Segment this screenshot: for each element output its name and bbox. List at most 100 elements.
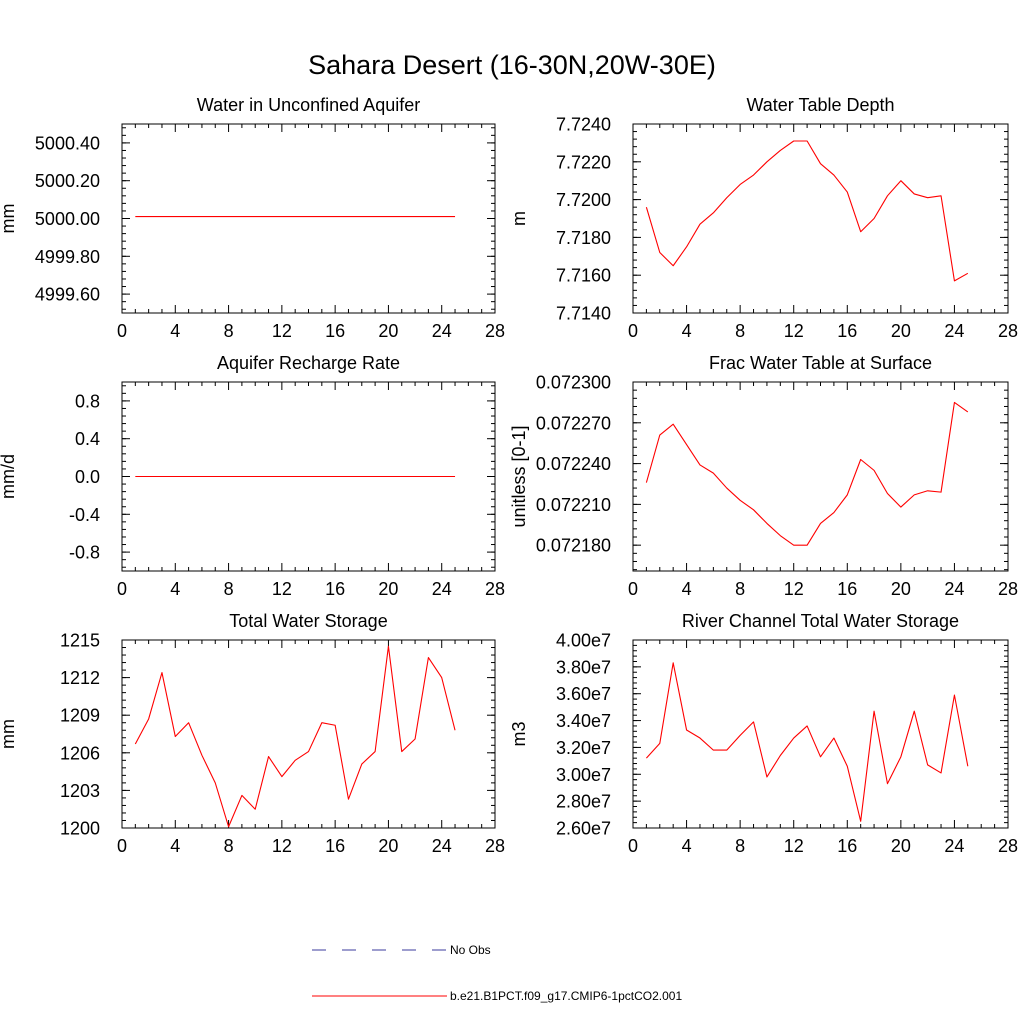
panel-a-xtick-label: 28 — [485, 321, 505, 341]
panel-a-ytick-label: 4999.60 — [35, 285, 100, 305]
panel-e-series-line — [134, 645, 456, 828]
legend-label-model: b.e21.B1PCT.f09_g17.CMIP6-1pctCO2.001 — [450, 989, 682, 1003]
panel-a-xtick-label: 20 — [378, 321, 398, 341]
figure-title: Sahara Desert (16-30N,20W-30E) — [308, 50, 716, 80]
panel-b-title: Water Table Depth — [746, 95, 894, 115]
panel-d-ytick-label: 0.072180 — [536, 536, 611, 556]
panel-d-xtick-label: 16 — [837, 579, 857, 599]
panel-a-ytick-label: 4999.80 — [35, 247, 100, 267]
panel-c-xtick-label: 4 — [170, 579, 180, 599]
panel-f-xtick-label: 12 — [784, 836, 804, 856]
panel-e: Total Water Storage mm 0 4 8 12 16 20 24 28 1200 12… — [0, 611, 505, 856]
panel-c-ytick-label: -0.4 — [69, 505, 100, 525]
panel-f-ytick-label: 2.80e7 — [556, 792, 611, 812]
panel-f-ylabel: m3 — [509, 721, 529, 746]
panel-c: Aquifer Recharge Rate mm/d 0 4 8 12 16 20 24 28 -0… — [0, 353, 505, 599]
panel-b-ylabel: m — [509, 211, 529, 226]
panel-b-xtick-label: 12 — [784, 321, 804, 341]
panel-b-xtick-label: 24 — [944, 321, 964, 341]
panel-b-xtick-label: 16 — [837, 321, 857, 341]
panel-f-ytick-label: 2.60e7 — [556, 819, 611, 839]
panel-f-ytick-label: 3.00e7 — [556, 765, 611, 785]
panel-c-ytick-label: 0.4 — [75, 429, 100, 449]
panel-b-ytick-label: 7.7220 — [556, 152, 611, 172]
panel-f-xtick-label: 20 — [891, 836, 911, 856]
panel-f-ytick-label: 3.60e7 — [556, 684, 611, 704]
panel-c-xtick-label: 16 — [325, 579, 345, 599]
panel-a-ylabel: mm — [0, 204, 18, 234]
panel-b-ytick-label: 7.7240 — [556, 115, 611, 135]
panel-e-ytick-label: 1215 — [60, 631, 100, 651]
panel-c-xtick-label: 28 — [485, 579, 505, 599]
panel-c-xtick-label: 8 — [224, 579, 234, 599]
panel-f-series-line — [645, 662, 969, 822]
panel-c-xtick-label: 12 — [272, 579, 292, 599]
panel-e-xtick-label: 28 — [485, 836, 505, 856]
panel-b-xtick-label: 28 — [998, 321, 1018, 341]
panel-d-series-line — [645, 401, 969, 546]
panel-e-xtick-label: 8 — [224, 836, 234, 856]
panel-e-xtick-label: 12 — [272, 836, 292, 856]
panel-f-frame — [632, 639, 1009, 829]
panel-e-ytick-label: 1206 — [60, 743, 100, 763]
panel-a-xtick-label: 8 — [224, 321, 234, 341]
panel-d-xtick-label: 8 — [735, 579, 745, 599]
panel-e-title: Total Water Storage — [229, 611, 387, 631]
panel-c-title: Aquifer Recharge Rate — [217, 353, 400, 373]
panel-f-title: River Channel Total Water Storage — [682, 611, 959, 631]
panel-b-frame — [632, 123, 1009, 314]
panel-e-xtick-label: 20 — [378, 836, 398, 856]
panel-c-ylabel: mm/d — [0, 454, 18, 499]
panel-e-ytick-label: 1212 — [60, 668, 100, 688]
panel-b: Water Table Depth m 0 4 8 12 16 20 24 28 7.7140 7.7… — [509, 95, 1018, 341]
panel-b-ytick-label: 7.7180 — [556, 228, 611, 248]
panel-e-xtick-label: 4 — [170, 836, 180, 856]
panel-d-xtick-label: 0 — [628, 579, 638, 599]
panel-d-xtick-label: 28 — [998, 579, 1018, 599]
panel-d-frame — [632, 381, 1009, 572]
panel-e-ytick-label: 1203 — [60, 781, 100, 801]
panel-a-ytick-label: 5000.20 — [35, 171, 100, 191]
panel-b-xtick-label: 20 — [891, 321, 911, 341]
panel-f-xtick-label: 16 — [837, 836, 857, 856]
panel-e-ytick-label: 1209 — [60, 706, 100, 726]
panel-a-frame — [121, 123, 496, 314]
panel-c-ytick-label: 0.8 — [75, 391, 100, 411]
panel-e-xtick-label: 24 — [432, 836, 452, 856]
panel-b-ytick-label: 7.7200 — [556, 190, 611, 210]
panel-b-ytick-label: 7.7160 — [556, 266, 611, 286]
panel-f-xtick-label: 0 — [628, 836, 638, 856]
panel-d-ytick-label: 0.072300 — [536, 373, 611, 393]
panel-d-title: Frac Water Table at Surface — [709, 353, 932, 373]
panel-a-ytick-label: 5000.00 — [35, 209, 100, 229]
panel-d-xtick-label: 4 — [682, 579, 692, 599]
panel-c-ytick-label: -0.8 — [69, 543, 100, 563]
panel-f: River Channel Total Water Storage m3 0 4 8 12… — [509, 611, 1018, 856]
panel-f-ytick-label: 3.80e7 — [556, 657, 611, 677]
panel-d-ylabel: unitless [0-1] — [509, 425, 529, 527]
panel-f-xtick-label: 24 — [944, 836, 964, 856]
panel-e-ytick-label: 1200 — [60, 819, 100, 839]
panel-d-xtick-label: 20 — [891, 579, 911, 599]
panel-b-xtick-label: 0 — [628, 321, 638, 341]
panel-d: Frac Water Table at Surface unitless [0-1… — [509, 353, 1018, 599]
panel-b-ytick-label: 7.7140 — [556, 304, 611, 324]
panel-a-title: Water in Unconfined Aquifer — [197, 95, 420, 115]
panel-c-xtick-label: 24 — [432, 579, 452, 599]
panel-d-ytick-label: 0.072210 — [536, 495, 611, 515]
panel-a-xtick-label: 24 — [432, 321, 452, 341]
panel-b-xtick-label: 4 — [682, 321, 692, 341]
panel-f-ytick-label: 3.40e7 — [556, 711, 611, 731]
panel-f-xtick-label: 4 — [682, 836, 692, 856]
panels: Water in Unconfined Aquifer mm 0 4 8 12 16 20 24… — [0, 95, 1018, 856]
panel-c-ytick-label: 0.0 — [75, 467, 100, 487]
panel-f-ytick-label: 4.00e7 — [556, 631, 611, 651]
panel-d-ytick-label: 0.072240 — [536, 454, 611, 474]
panel-f-ytick-label: 3.20e7 — [556, 738, 611, 758]
panel-e-ylabel: mm — [0, 719, 18, 749]
panel-f-xtick-label: 28 — [998, 836, 1018, 856]
panel-a-xtick-label: 16 — [325, 321, 345, 341]
panel-e-xtick-label: 0 — [117, 836, 127, 856]
panel-a: Water in Unconfined Aquifer mm 0 4 8 12 16 20 24… — [0, 95, 505, 341]
